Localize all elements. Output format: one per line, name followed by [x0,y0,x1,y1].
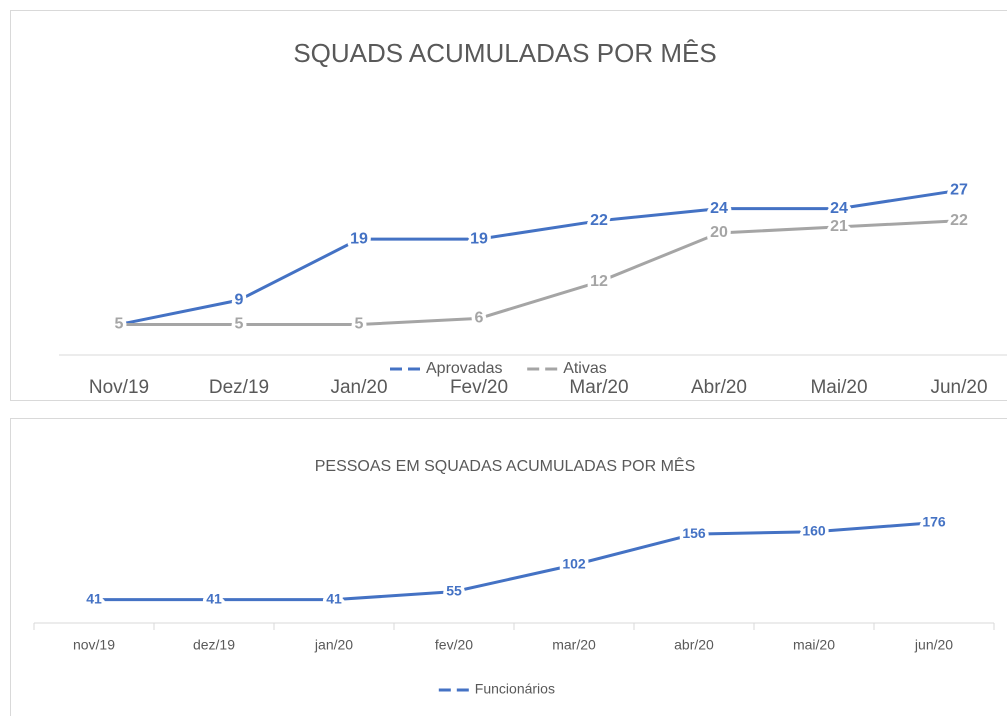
data-label: 156 [682,525,706,541]
x-tick-label: jun/20 [914,637,953,653]
data-label: 22 [950,212,968,229]
data-label: 19 [470,230,488,247]
x-tick-label: Mar/20 [569,377,628,398]
data-label: 41 [86,590,102,606]
data-label: 12 [590,273,608,290]
data-label: 102 [562,556,586,572]
x-tick-label: Fev/20 [450,377,508,398]
x-tick-label: Jun/20 [930,377,987,398]
x-tick-label: mai/20 [793,637,835,653]
x-tick-label: jan/20 [314,637,353,653]
data-label: 27 [950,182,968,199]
x-tick-label: Nov/19 [89,377,149,398]
data-label: 55 [446,582,462,598]
data-label: 19 [350,230,368,247]
data-label: 22 [590,212,608,229]
data-label: 6 [475,310,484,327]
data-label: 160 [802,523,826,539]
data-label: 9 [235,291,244,308]
series-line [94,521,935,602]
data-label: 5 [115,316,124,333]
data-label: 21 [830,218,848,235]
chart-frame [10,10,1007,401]
series-line [119,219,960,326]
data-label: 24 [710,200,728,217]
x-tick-label: Abr/20 [691,377,747,398]
legend-label: Funcionários [475,681,555,697]
data-label: 20 [710,224,728,241]
x-tick-label: Mai/20 [810,377,867,398]
data-label: 5 [235,316,244,333]
x-tick-label: Dez/19 [209,377,269,398]
x-tick-label: nov/19 [73,637,115,653]
data-label: 176 [922,513,946,529]
x-tick-label: abr/20 [674,637,714,653]
data-label: 41 [326,590,342,606]
legend-label: Ativas [563,360,607,377]
x-tick-label: mar/20 [552,637,596,653]
x-tick-label: Jan/20 [330,377,387,398]
series-line [118,188,960,326]
x-tick-label: dez/19 [193,637,235,653]
legend-label: Aprovadas [426,360,503,377]
data-label: 5 [355,316,364,333]
chart-frame [10,418,1007,716]
chart-title: PESSOAS EM SQUADAS ACUMULADAS POR MÊS [315,456,696,475]
data-label: 24 [830,200,848,217]
data-label: 41 [206,590,222,606]
chart-title: SQUADS ACUMULADAS POR MÊS [293,38,716,68]
x-tick-label: fev/20 [435,637,473,653]
